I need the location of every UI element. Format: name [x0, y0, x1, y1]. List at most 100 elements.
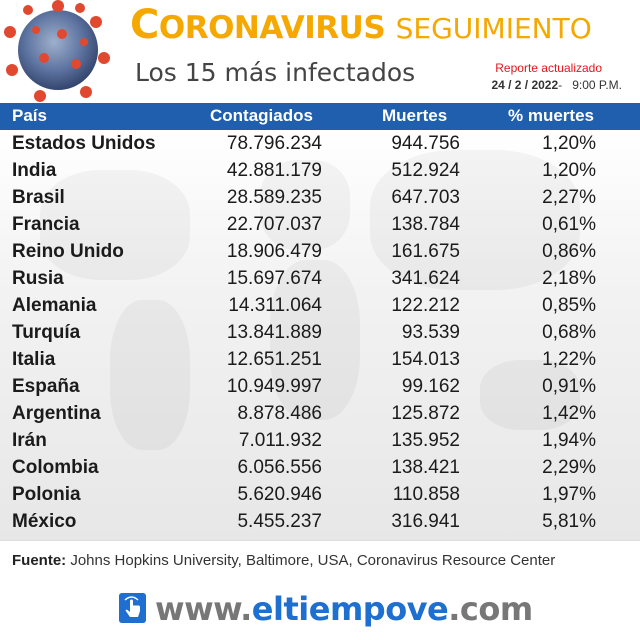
- cell-country: Reino Unido: [12, 241, 124, 262]
- site-brand: eltiempove: [251, 590, 449, 628]
- cell-deaths: 341.624: [391, 268, 460, 289]
- cell-death-rate: 0,68%: [542, 322, 596, 343]
- cell-cases: 28.589.235: [226, 187, 322, 208]
- table-body: Estados Unidos 78.796.234 944.756 1,20% Indi…: [0, 130, 640, 540]
- cell-cases: 78.796.234: [226, 133, 322, 154]
- cell-country: Estados Unidos: [12, 133, 156, 154]
- report-info: Reporte actualizado 24 / 2 / 2022- 9:00 …: [491, 60, 622, 94]
- cell-deaths: 135.952: [391, 430, 460, 451]
- cell-death-rate: 1,94%: [542, 430, 596, 451]
- table-header: País Contagiados Muertes % muertes: [0, 103, 640, 130]
- cell-deaths: 110.858: [392, 484, 460, 505]
- cell-death-rate: 0,61%: [542, 214, 596, 235]
- table-row: Turquía 13.841.889 93.539 0,68%: [0, 319, 640, 346]
- table-row: Irán 7.011.932 135.952 1,94%: [0, 427, 640, 454]
- cell-deaths: 138.421: [391, 457, 460, 478]
- column-header-death-rate: % muertes: [508, 106, 594, 125]
- cell-death-rate: 5,81%: [542, 511, 596, 532]
- report-label: Reporte actualizado: [495, 61, 602, 75]
- table-row: México 5.455.237 316.941 5,81%: [0, 508, 640, 535]
- column-header-country: País: [12, 106, 47, 125]
- table-row: Reino Unido 18.906.479 161.675 0,86%: [0, 238, 640, 265]
- cell-death-rate: 2,18%: [542, 268, 596, 289]
- cell-country: Italia: [12, 349, 56, 370]
- cell-country: Argentina: [12, 403, 101, 424]
- cell-deaths: 125.872: [391, 403, 460, 424]
- title-first-letter: C: [130, 2, 159, 48]
- cell-death-rate: 0,85%: [542, 295, 596, 316]
- cell-deaths: 154.013: [391, 349, 460, 370]
- cell-country: España: [12, 376, 80, 397]
- cell-cases: 8.878.486: [237, 403, 322, 424]
- table-row: Polonia 5.620.946 110.858 1,97%: [0, 481, 640, 508]
- cell-country: Brasil: [12, 187, 65, 208]
- report-time: 9:00 P.M.: [572, 78, 622, 92]
- column-header-deaths: Muertes: [382, 106, 448, 125]
- cell-cases: 13.841.889: [226, 322, 322, 343]
- title-main-text: ORONAVIRUS: [158, 10, 386, 46]
- source-text: Johns Hopkins University, Baltimore, USA…: [66, 552, 556, 569]
- cell-country: India: [12, 160, 57, 181]
- site-suffix: .com: [448, 590, 533, 628]
- table-row: Brasil 28.589.235 647.703 2,27%: [0, 184, 640, 211]
- cell-deaths: 161.675: [391, 241, 460, 262]
- cell-death-rate: 1,97%: [542, 484, 596, 505]
- cell-cases: 5.620.946: [237, 484, 322, 505]
- click-hand-icon: [119, 593, 146, 623]
- website-link[interactable]: www.eltiempove.com: [155, 590, 533, 628]
- site-prefix: www.: [155, 590, 252, 628]
- cell-cases: 18.906.479: [226, 241, 322, 262]
- table-row: Argentina 8.878.486 125.872 1,42%: [0, 400, 640, 427]
- cell-deaths: 647.703: [391, 187, 460, 208]
- cell-cases: 42.881.179: [226, 160, 322, 181]
- page-subtitle: Los 15 más infectados: [135, 58, 416, 87]
- cell-country: Rusia: [12, 268, 64, 289]
- table-row: Colombia 6.056.556 138.421 2,29%: [0, 454, 640, 481]
- cell-cases: 14.311.064: [228, 295, 322, 316]
- cell-deaths: 138.784: [391, 214, 460, 235]
- coronavirus-icon: [4, 0, 110, 102]
- cell-cases: 22.707.037: [226, 214, 322, 235]
- cell-death-rate: 1,20%: [542, 160, 596, 181]
- cell-deaths: 93.539: [401, 322, 460, 343]
- cell-country: Polonia: [12, 484, 81, 505]
- cell-death-rate: 1,20%: [542, 133, 596, 154]
- cell-cases: 5.455.237: [237, 511, 322, 532]
- title-suffix: SEGUIMIENTO: [395, 12, 592, 45]
- cell-death-rate: 0,91%: [542, 376, 596, 397]
- page-title: CORONAVIRUS SEGUIMIENTO: [130, 2, 592, 48]
- cell-country: Alemania: [12, 295, 97, 316]
- source-note: Fuente: Johns Hopkins University, Baltim…: [0, 540, 640, 580]
- cell-deaths: 944.756: [391, 133, 460, 154]
- cell-deaths: 512.924: [391, 160, 460, 181]
- table-row: Alemania 14.311.064 122.212 0,85%: [0, 292, 640, 319]
- column-header-cases: Contagiados: [210, 106, 313, 125]
- report-separator: -: [558, 78, 563, 92]
- footer: www.eltiempove.com: [0, 580, 640, 640]
- cell-deaths: 99.162: [401, 376, 460, 397]
- table-row: Rusia 15.697.674 341.624 2,18%: [0, 265, 640, 292]
- cell-death-rate: 0,86%: [542, 241, 596, 262]
- cell-death-rate: 1,42%: [542, 403, 596, 424]
- cell-death-rate: 2,27%: [542, 187, 596, 208]
- cell-cases: 6.056.556: [237, 457, 322, 478]
- cell-country: Francia: [12, 214, 80, 235]
- cell-deaths: 316.941: [391, 511, 460, 532]
- table-row: Francia 22.707.037 138.784 0,61%: [0, 211, 640, 238]
- table-row: España 10.949.997 99.162 0,91%: [0, 373, 640, 400]
- cell-cases: 7.011.932: [238, 430, 322, 451]
- cell-country: México: [12, 511, 77, 532]
- table-row: Estados Unidos 78.796.234 944.756 1,20%: [0, 130, 640, 157]
- report-date: 24 / 2 / 2022: [491, 78, 559, 92]
- header: CORONAVIRUS SEGUIMIENTO Los 15 más infec…: [0, 0, 640, 102]
- cell-cases: 10.949.997: [226, 376, 322, 397]
- table-row: Italia 12.651.251 154.013 1,22%: [0, 346, 640, 373]
- source-label: Fuente:: [12, 552, 67, 569]
- table-row: India 42.881.179 512.924 1,20%: [0, 157, 640, 184]
- cell-country: Irán: [12, 430, 47, 451]
- cell-death-rate: 1,22%: [542, 349, 596, 370]
- cell-cases: 15.697.674: [226, 268, 322, 289]
- cell-country: Turquía: [12, 322, 81, 343]
- cell-death-rate: 2,29%: [542, 457, 596, 478]
- cell-cases: 12.651.251: [226, 349, 322, 370]
